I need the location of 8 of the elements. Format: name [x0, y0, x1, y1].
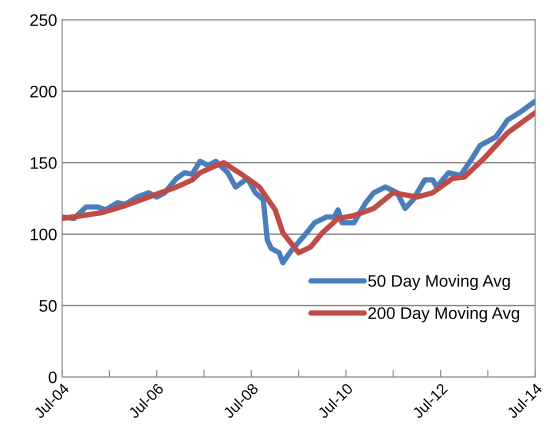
y-tick-label: 50: [39, 300, 57, 312]
legend-label: 50 Day Moving Avg: [368, 274, 510, 290]
y-tick-label: 250: [30, 14, 57, 26]
y-tick-label: 150: [30, 157, 57, 169]
y-tick-label: 0: [48, 371, 57, 384]
legend-label: 200 Day Moving Avg: [368, 306, 520, 322]
y-tick-label: 100: [30, 228, 57, 240]
y-tick-label: 200: [30, 86, 57, 98]
